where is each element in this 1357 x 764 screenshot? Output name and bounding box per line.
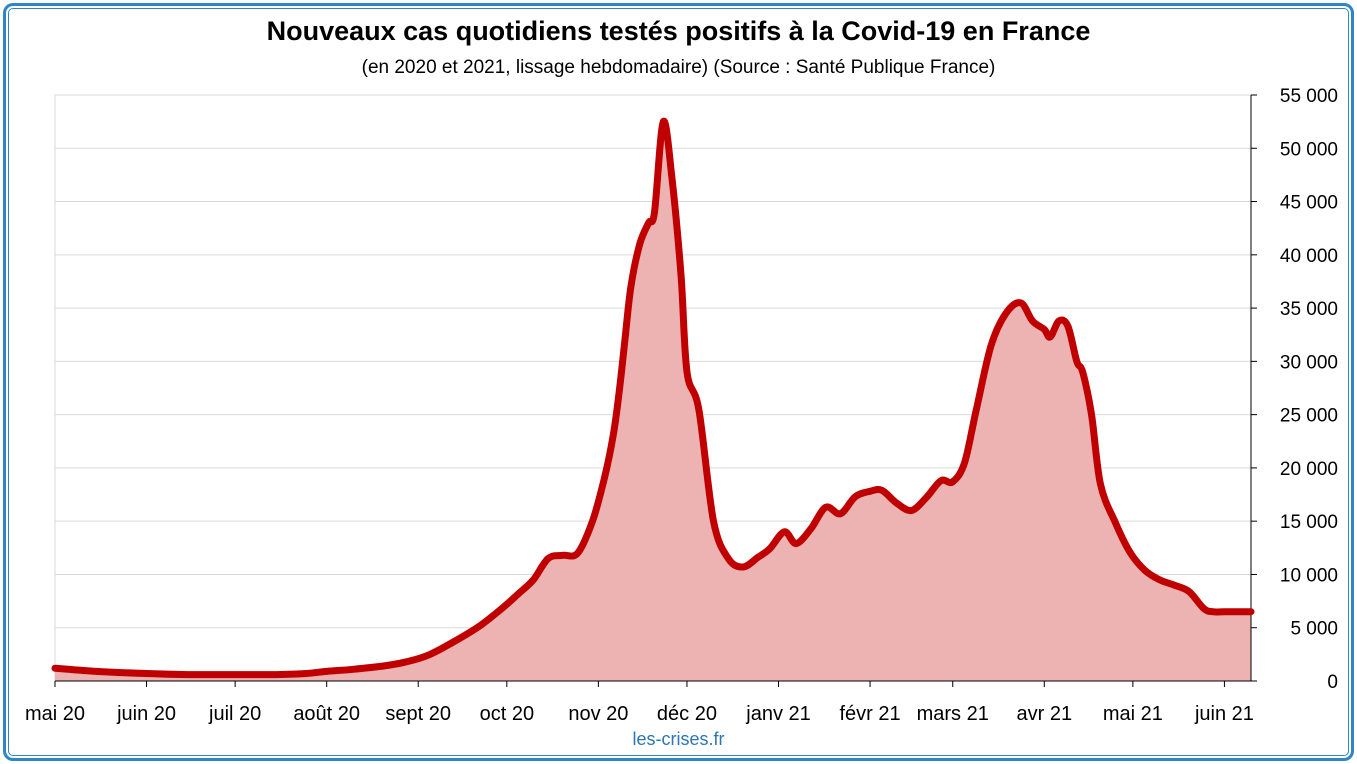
x-tick-label: oct 20 <box>480 703 534 725</box>
x-tick-label: juin 21 <box>1194 703 1254 725</box>
x-tick-label: mai 21 <box>1103 703 1163 725</box>
x-tick-label: avr 21 <box>1016 703 1072 725</box>
x-tick-label: déc 20 <box>657 703 717 725</box>
chart-title: Nouveaux cas quotidiens testés positifs … <box>266 16 1091 46</box>
y-tick-label: 50 000 <box>1280 139 1338 160</box>
x-tick-label: sept 20 <box>385 703 451 725</box>
y-tick-label: 30 000 <box>1280 352 1338 373</box>
y-tick-label: 35 000 <box>1280 299 1338 320</box>
chart-subtitle: (en 2020 et 2021, lissage hebdomadaire) … <box>361 57 996 78</box>
y-tick-label: 45 000 <box>1280 193 1338 214</box>
x-tick-label: janv 21 <box>745 703 811 725</box>
y-tick-label: 40 000 <box>1280 246 1338 267</box>
y-tick-label: 10 000 <box>1280 565 1338 586</box>
y-tick-label: 15 000 <box>1280 512 1338 533</box>
y-tick-label: 0 <box>1327 672 1338 693</box>
y-tick-label: 55 000 <box>1280 86 1338 107</box>
x-tick-label: août 20 <box>293 703 360 725</box>
chart-frame <box>3 3 1354 761</box>
y-tick-label: 25 000 <box>1280 406 1338 427</box>
x-tick-label: févr 21 <box>839 703 900 725</box>
x-tick-label: mai 20 <box>25 703 85 725</box>
x-tick-label: juin 20 <box>116 703 176 725</box>
x-tick-label: juil 20 <box>208 703 261 725</box>
x-tick-label: mars 21 <box>917 703 989 725</box>
series-area <box>55 121 1251 682</box>
x-tick-label: nov 20 <box>568 703 628 725</box>
y-tick-label: 20 000 <box>1280 459 1338 480</box>
series-line <box>51 117 1255 679</box>
source-label: les-crises.fr <box>632 729 725 749</box>
y-tick-label: 5 000 <box>1290 619 1338 640</box>
